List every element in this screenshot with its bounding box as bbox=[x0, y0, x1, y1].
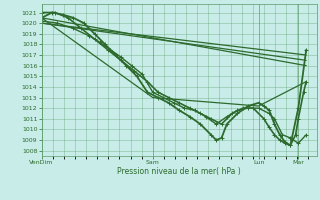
X-axis label: Pression niveau de la mer( hPa ): Pression niveau de la mer( hPa ) bbox=[117, 167, 241, 176]
